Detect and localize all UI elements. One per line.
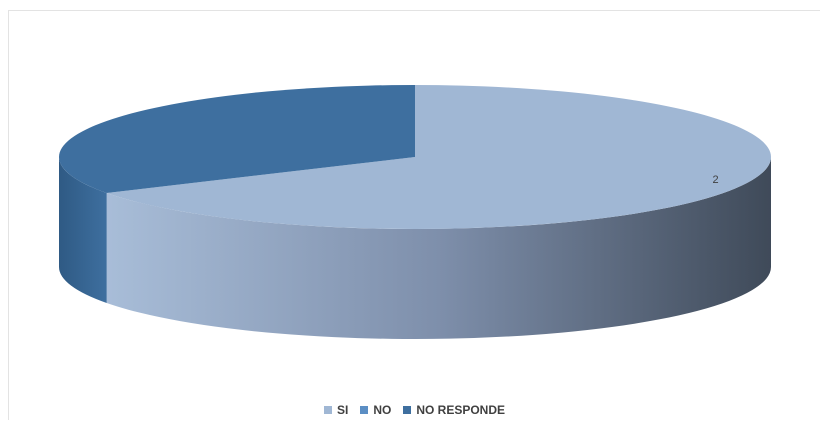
pie-slice-no-responde [58,85,415,193]
legend-label-no: NO [373,403,392,417]
pie-slice-si [106,85,771,229]
legend-swatch-si [323,406,332,414]
legend-label-si: SI [336,403,349,417]
legend-swatch-no [360,406,369,414]
legend-item-no-responde: NO RESPONDE [403,403,505,417]
data-label-si: 2 [713,174,719,186]
legend-swatch-no-responde [403,406,412,414]
pie-tops [58,85,771,229]
chart-area: 2 SI NO NO RESPONDE [8,10,820,420]
legend-label-no-responde: NO RESPONDE [416,403,506,417]
pie-chart: 2 [58,85,772,340]
legend-item-si: SI [323,403,349,417]
pie-side-no-responde [59,157,107,303]
pie-sides [59,157,772,340]
pie-labels: 2 [713,174,719,186]
legend: SI NO NO RESPONDE [9,403,820,417]
pie-side-si [106,157,772,340]
legend-item-no: NO [360,403,391,417]
